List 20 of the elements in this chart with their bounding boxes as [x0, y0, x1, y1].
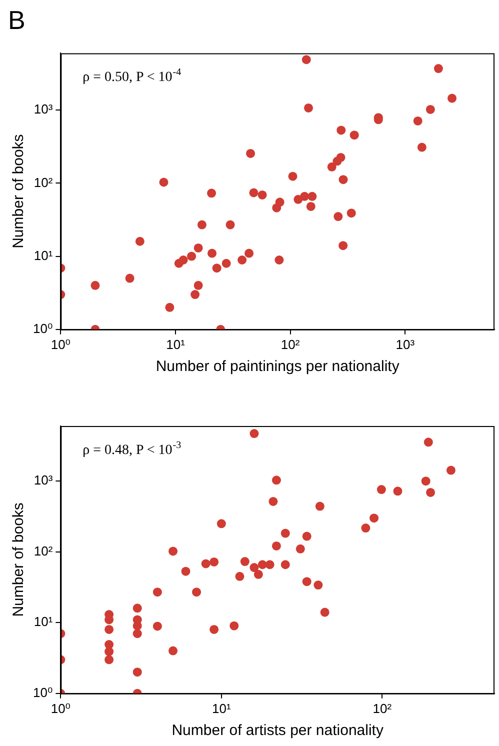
x-axis-title: Number of paintinings per nationality [156, 358, 400, 376]
y-tick-label: 10³ [34, 102, 54, 117]
x-tick-label: 10⁰ [50, 336, 71, 352]
x-tick-label: 10⁰ [50, 700, 71, 716]
y-tick-label: 10⁰ [33, 320, 53, 336]
y-axis-title: Number of books [10, 134, 28, 248]
chart-title: B [8, 4, 26, 35]
y-tick-label: 10¹ [34, 614, 54, 630]
x-tick-label: 10¹ [166, 336, 186, 352]
y-tick-label: 10² [34, 174, 54, 190]
x-tick-label: 10² [372, 700, 392, 716]
x-axis-title: Number of artists per nationality [172, 722, 384, 740]
x-tick-label: 10² [280, 336, 300, 352]
y-tick-label: 10³ [34, 472, 54, 488]
y-tick-label: 10² [34, 543, 54, 558]
y-tick-label: 10¹ [34, 248, 54, 263]
y-axis-title: Number of books [10, 502, 28, 617]
y-tick-label: 10⁰ [33, 684, 53, 700]
x-tick-label: 10¹ [212, 700, 232, 716]
x-tick-label: 10³ [396, 336, 416, 352]
